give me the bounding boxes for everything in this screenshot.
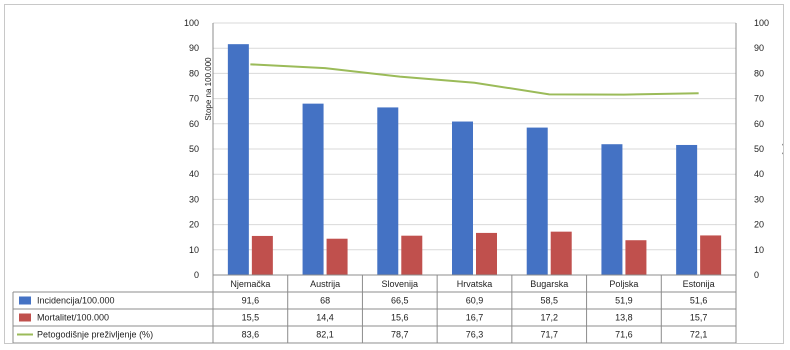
data-label: 13,8 — [615, 313, 633, 323]
y2-tick-label: 90 — [754, 43, 764, 53]
chart-line — [250, 63, 699, 96]
y-tick-label: 50 — [189, 144, 199, 154]
y-tick-label: 70 — [189, 94, 199, 104]
data-label: 66,5 — [391, 296, 409, 306]
data-label: 82,1 — [316, 330, 334, 340]
x-tick-label: Hrvatska — [457, 279, 493, 289]
y2-axis-title: [%] — [782, 143, 783, 155]
y-tick-label: 20 — [189, 220, 199, 230]
bar-incidencija — [676, 144, 698, 275]
bar-mortalitet — [700, 235, 722, 275]
x-tick-label: Poljska — [609, 279, 638, 289]
legend-entry: Petogodišnje preživljenje (%) — [37, 330, 153, 340]
data-label: 15,7 — [690, 313, 708, 323]
bar-mortalitet — [476, 232, 497, 275]
data-label: 60,9 — [466, 296, 484, 306]
data-table: Njemačka Austrija Slovenija Hrvatska Bugarsk… — [12, 274, 737, 344]
chart-gridlines — [213, 22, 736, 251]
bar-incidencija — [526, 127, 548, 275]
y-tick-label: 30 — [189, 194, 199, 204]
legend-entry: Incidencija/100.000 — [37, 296, 115, 306]
data-label: 71,7 — [540, 330, 558, 340]
data-label: 15,6 — [391, 313, 409, 323]
data-label: 72,1 — [690, 330, 708, 340]
data-label: 17,2 — [540, 313, 558, 323]
y-tick-label: 60 — [189, 119, 199, 129]
data-label: 76,3 — [466, 330, 484, 340]
bar-mortalitet — [401, 235, 423, 275]
y-axis-title: Stope na 100.000 — [204, 57, 213, 121]
data-label: 91,6 — [242, 296, 260, 306]
y2-tick-label: 60 — [754, 119, 764, 129]
x-tick-label: Bugarska — [530, 279, 568, 289]
data-label: 68 — [320, 296, 330, 306]
y2-tick-label: 80 — [754, 68, 764, 78]
chart-axes: 0 0 10 10 20 20 30 30 40 40 50 50 60 60 70 70 80 80 90 90 10… — [184, 18, 790, 280]
data-label: 83,6 — [242, 330, 260, 340]
y-tick-label: 80 — [189, 68, 199, 78]
legend-swatch — [19, 313, 31, 322]
bar-mortalitet — [251, 235, 273, 275]
bar-incidencija — [227, 44, 249, 275]
legend-entry: Mortalitet/100.000 — [37, 313, 109, 323]
y2-tick-label: 30 — [754, 194, 764, 204]
bar-mortalitet — [550, 231, 572, 275]
x-tick-label: Austrija — [310, 279, 340, 289]
bar-mortalitet — [625, 240, 647, 275]
y-tick-label: 100 — [184, 18, 199, 28]
data-label: 15,5 — [242, 313, 260, 323]
x-tick-label: Njemačka — [230, 279, 270, 289]
x-tick-label: Estonija — [683, 279, 715, 289]
y2-tick-label: 0 — [754, 270, 759, 280]
y2-tick-label: 100 — [754, 18, 769, 28]
bar-incidencija — [302, 103, 324, 275]
data-label: 14,4 — [316, 313, 334, 323]
y2-tick-label: 10 — [754, 245, 764, 255]
combo-chart: 0 0 10 10 20 20 30 30 40 40 50 50 60 60 70 70 80 80 90 90 10… — [12, 18, 790, 344]
data-label: 16,7 — [466, 313, 484, 323]
bar-incidencija — [601, 144, 623, 275]
y2-tick-label: 20 — [754, 220, 764, 230]
line-series-prezivljenje — [250, 63, 699, 96]
y2-tick-label: 40 — [754, 169, 764, 179]
chart-frame: 0 0 10 10 20 20 30 30 40 40 50 50 60 60 70 70 80 80 90 90 10… — [4, 4, 790, 344]
x-tick-label: Slovenija — [382, 279, 419, 289]
bar-incidencija — [377, 107, 399, 275]
data-label: 78,7 — [391, 330, 409, 340]
chart-bars — [227, 44, 722, 275]
y-tick-label: 40 — [189, 169, 199, 179]
y2-tick-label: 50 — [754, 144, 764, 154]
bar-incidencija — [452, 121, 473, 275]
y2-tick-label: 70 — [754, 94, 764, 104]
bar-mortalitet — [326, 238, 348, 275]
y-tick-label: 10 — [189, 245, 199, 255]
data-label: 51,6 — [690, 296, 708, 306]
y-tick-label: 90 — [189, 43, 199, 53]
data-label: 51,9 — [615, 296, 633, 306]
legend-swatch — [19, 296, 31, 305]
y-tick-label: 0 — [194, 270, 199, 280]
data-label: 71,6 — [615, 330, 633, 340]
data-label: 58,5 — [540, 296, 558, 306]
